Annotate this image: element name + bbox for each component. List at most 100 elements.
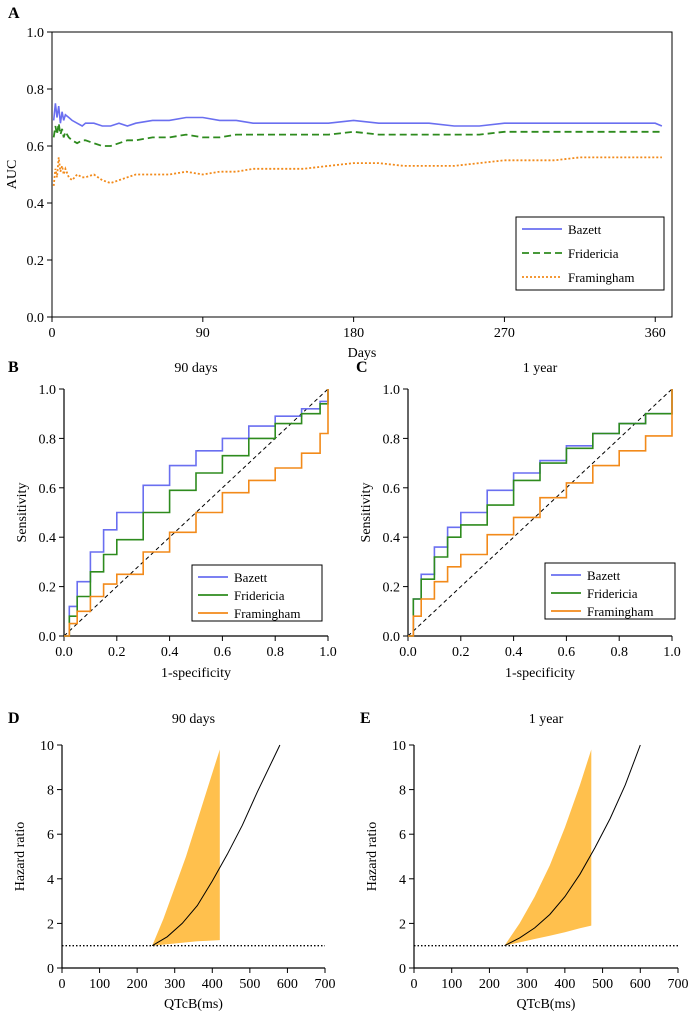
x-tick-label: 300 (164, 977, 185, 992)
y-tick-label: 6 (399, 828, 406, 843)
x-tick-label: 0.4 (505, 645, 523, 660)
x-tick-label: 90 (196, 326, 210, 341)
y-tick-label: 8 (47, 784, 54, 799)
series-line-fridericia (52, 123, 662, 147)
panel-title-d: 90 days (172, 712, 215, 727)
y-tick-label: 0.0 (27, 311, 45, 326)
y-tick-label: 0.6 (39, 482, 57, 497)
panel-letter-e: E (360, 710, 371, 727)
roc-curve-fridericia (408, 389, 673, 637)
legend-label-bazett: Bazett (568, 222, 602, 237)
x-axis-label: QTcB(ms) (517, 997, 576, 1012)
y-tick-label: 1.0 (39, 383, 57, 398)
hazard-ratio-curve (504, 744, 641, 947)
panel-letter-b: B (8, 359, 19, 376)
legend-box (544, 562, 676, 620)
y-tick-label: 0.8 (39, 432, 57, 447)
y-tick-label: 0.8 (383, 432, 401, 447)
y-tick-label: 2 (47, 917, 54, 932)
series-line-bazett (52, 103, 663, 127)
x-tick-label: 700 (315, 977, 336, 992)
y-axis-label: Hazard ratio (365, 822, 380, 892)
x-tick-label: 600 (277, 977, 298, 992)
y-tick-label: 8 (399, 784, 406, 799)
panel-title-e: 1 year (529, 712, 564, 727)
x-tick-label: 0.0 (399, 645, 417, 660)
y-tick-label: 0.2 (27, 254, 45, 269)
x-tick-label: 1.0 (319, 645, 337, 660)
x-tick-label: 0.2 (108, 645, 126, 660)
x-tick-label: 600 (630, 977, 651, 992)
plot-frame (51, 31, 673, 318)
x-tick-label: 200 (479, 977, 500, 992)
y-axis-label: Sensitivity (359, 483, 374, 543)
x-tick-label: 0.8 (266, 645, 284, 660)
x-tick-label: 0 (59, 977, 66, 992)
x-axis-label: 1-specificity (505, 666, 575, 681)
legend-label-framingham: Framingham (234, 606, 300, 621)
panel-title-b: 90 days (174, 361, 217, 376)
y-tick-label: 0.8 (27, 83, 45, 98)
legend-label-framingham: Framingham (568, 270, 634, 285)
x-tick-label: 0 (49, 326, 56, 341)
y-tick-label: 0.4 (27, 197, 45, 212)
series-line-framingham (52, 156, 662, 186)
x-tick-label: 0.0 (55, 645, 73, 660)
legend-label-bazett: Bazett (587, 568, 621, 583)
x-tick-label: 700 (668, 977, 689, 992)
panel-letter-a: A (8, 5, 20, 22)
y-tick-label: 0.4 (383, 531, 401, 546)
x-axis-label: QTcB(ms) (164, 997, 223, 1012)
legend-label-fridericia: Fridericia (234, 588, 285, 603)
y-axis-label: Sensitivity (15, 483, 30, 543)
x-tick-label: 0.4 (161, 645, 179, 660)
x-tick-label: 500 (592, 977, 613, 992)
x-tick-label: 100 (89, 977, 110, 992)
confidence-band (504, 749, 592, 946)
y-tick-label: 10 (40, 739, 54, 754)
y-tick-label: 2 (399, 917, 406, 932)
legend-label-bazett: Bazett (234, 570, 268, 585)
x-tick-label: 360 (645, 326, 666, 341)
y-axis-label: AUC (5, 160, 20, 190)
x-tick-label: 400 (202, 977, 223, 992)
x-axis-label: Days (348, 346, 377, 361)
diagonal-reference-line (407, 388, 673, 637)
x-tick-label: 180 (343, 326, 364, 341)
legend-box (191, 564, 323, 622)
x-tick-label: 0 (411, 977, 418, 992)
y-tick-label: 4 (399, 873, 406, 888)
x-tick-label: 400 (554, 977, 575, 992)
roc-curve-fridericia (64, 389, 329, 637)
y-axis-label: Hazard ratio (13, 822, 28, 892)
confidence-band (152, 749, 220, 946)
y-tick-label: 1.0 (383, 383, 401, 398)
y-tick-label: 4 (47, 873, 54, 888)
x-tick-label: 0.8 (610, 645, 628, 660)
x-tick-label: 0.2 (452, 645, 470, 660)
roc-curve-framingham (408, 389, 673, 637)
x-tick-label: 300 (517, 977, 538, 992)
y-tick-label: 6 (47, 828, 54, 843)
x-tick-label: 0.6 (558, 645, 576, 660)
x-tick-label: 0.6 (214, 645, 232, 660)
y-tick-label: 1.0 (27, 26, 45, 41)
panel-letter-c: C (356, 359, 368, 376)
x-axis-label: 1-specificity (161, 666, 231, 681)
y-tick-label: 0.6 (27, 140, 45, 155)
y-tick-label: 0.2 (39, 581, 57, 596)
roc-curve-framingham (64, 389, 329, 637)
legend-label-framingham: Framingham (587, 604, 653, 619)
y-tick-label: 0.0 (383, 630, 401, 645)
legend-label-fridericia: Fridericia (587, 586, 638, 601)
y-tick-label: 0 (399, 962, 406, 977)
panel-title-c: 1 year (523, 361, 558, 376)
x-tick-label: 1.0 (663, 645, 681, 660)
y-tick-label: 0.6 (383, 482, 401, 497)
y-tick-label: 0.2 (383, 581, 401, 596)
hazard-ratio-curve (151, 744, 281, 947)
y-tick-label: 0 (47, 962, 54, 977)
x-tick-label: 500 (239, 977, 260, 992)
y-tick-label: 0.4 (39, 531, 57, 546)
